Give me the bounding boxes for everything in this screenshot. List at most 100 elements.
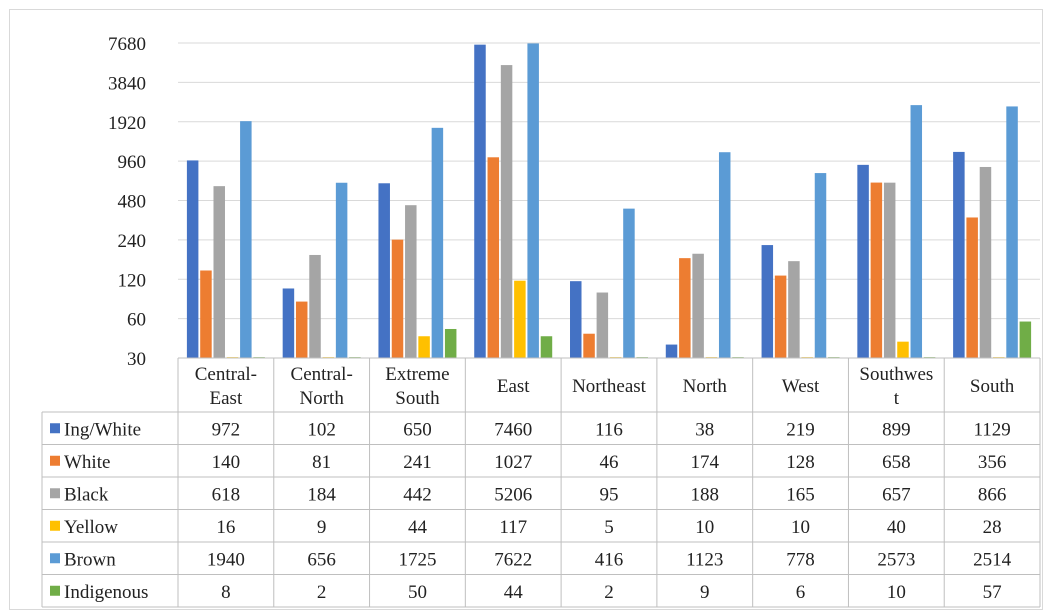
table-cell-brown-north: 1123 <box>686 549 723 570</box>
table-cell-black-extremesouth: 442 <box>403 484 432 505</box>
bar-brown-central-north <box>335 182 348 358</box>
table-cell-white-south: 356 <box>978 452 1007 473</box>
category-label-central-east-line-1: East <box>210 388 243 409</box>
category-label-east: East <box>497 376 530 397</box>
table-cell-white-central-north: 81 <box>312 452 331 473</box>
table-cell-black-east: 5206 <box>494 484 532 505</box>
table-cell-yellow-central-east: 16 <box>216 517 235 538</box>
legend-key-brown <box>50 553 60 564</box>
bar-brown-northeast <box>623 208 635 358</box>
table-cell-ing-white-northeast: 116 <box>595 419 623 440</box>
bar-white-central-north <box>295 301 308 358</box>
table-cell-white-extremesouth: 241 <box>403 452 432 473</box>
y-tick-label-480: 480 <box>118 192 147 213</box>
table-cell-ing-white-west: 219 <box>786 419 815 440</box>
table-cell-yellow-south: 28 <box>983 517 1002 538</box>
bar-indigenous-east <box>540 336 553 358</box>
table-cell-yellow-northeast: 5 <box>604 517 614 538</box>
bar-brown-south <box>1006 106 1018 358</box>
bar-black-west <box>788 261 800 358</box>
y-tick-label-3840: 3840 <box>108 73 146 94</box>
table-cell-brown-southwest: 2573 <box>877 549 915 570</box>
table-cell-yellow-extremesouth: 44 <box>408 517 428 538</box>
bar-ing-white-extremesouth <box>378 183 390 358</box>
bar-black-extremesouth <box>405 205 417 358</box>
table-cell-ing-white-southwest: 899 <box>882 419 911 440</box>
category-label-extremesouth-line-0: Extreme <box>385 364 449 385</box>
category-label-west: West <box>782 376 820 397</box>
bar-black-south <box>979 166 992 358</box>
bar-black-central-north <box>309 254 321 358</box>
category-label-extremesouth-line-1: South <box>395 388 440 409</box>
bar-yellow-southwest <box>897 341 909 358</box>
bar-black-east <box>500 65 513 358</box>
table-cell-black-north: 188 <box>691 484 720 505</box>
bar-ing-white-northeast <box>570 281 582 358</box>
bar-white-south <box>966 217 978 358</box>
table-cell-white-north: 174 <box>691 452 720 473</box>
category-label-southwest-line-0: Southwes <box>859 364 933 385</box>
category-label-north: North <box>683 376 728 397</box>
bar-brown-east <box>527 43 539 358</box>
bar-ing-white-southwest <box>857 164 869 358</box>
table-cell-brown-east: 7622 <box>494 549 532 570</box>
legend-label-brown: Brown <box>64 549 116 570</box>
category-label-northeast: Northeast <box>572 376 647 397</box>
table-cell-brown-northeast: 416 <box>595 549 624 570</box>
y-tick-label-30: 30 <box>127 349 146 370</box>
bar-white-central-east <box>200 270 212 358</box>
y-tick-label-1920: 1920 <box>108 113 146 134</box>
table-cell-yellow-central-north: 9 <box>317 517 327 538</box>
table-cell-white-west: 128 <box>786 452 815 473</box>
table-cell-black-west: 165 <box>786 484 815 505</box>
bar-indigenous-extremesouth <box>444 328 457 358</box>
bar-ing-white-central-east <box>186 160 199 358</box>
legend-label-yellow: Yellow <box>64 517 118 538</box>
legend-label-ing-white: Ing/White <box>64 419 141 440</box>
bar-white-north <box>679 258 691 358</box>
table-cell-indigenous-west: 6 <box>796 582 806 603</box>
table-cell-yellow-east: 117 <box>499 517 527 538</box>
legend-key-black <box>50 488 60 499</box>
table-cell-indigenous-central-east: 8 <box>221 582 231 603</box>
bar-brown-west <box>814 173 827 358</box>
bar-ing-white-south <box>953 151 965 358</box>
legend-key-yellow <box>50 520 60 531</box>
table-cell-black-southwest: 657 <box>882 484 911 505</box>
bar-brown-north <box>718 152 731 358</box>
table-cell-indigenous-central-north: 2 <box>317 582 327 603</box>
table-cell-ing-white-central-north: 102 <box>307 419 336 440</box>
table-cell-ing-white-extremesouth: 650 <box>403 419 432 440</box>
category-label-south: South <box>970 376 1015 397</box>
table-cell-indigenous-north: 9 <box>700 582 710 603</box>
table-cell-ing-white-north: 38 <box>695 419 714 440</box>
bar-yellow-extremesouth <box>418 336 430 358</box>
legend-label-white: White <box>64 452 110 473</box>
bar-indigenous-south <box>1019 321 1032 358</box>
legend-key-ing-white <box>50 423 60 434</box>
bar-ing-white-east <box>474 44 486 358</box>
table-cell-black-central-north: 184 <box>307 484 336 505</box>
bar-black-northeast <box>596 292 609 358</box>
bar-brown-extremesouth <box>431 127 444 358</box>
y-tick-label-240: 240 <box>118 231 147 252</box>
table-cell-black-south: 866 <box>978 484 1007 505</box>
bar-white-east <box>487 157 500 358</box>
category-label-central-north-line-1: North <box>300 388 345 409</box>
table-cell-ing-white-south: 1129 <box>973 419 1010 440</box>
y-tick-label-960: 960 <box>118 152 147 173</box>
category-label-southwest-line-1: t <box>894 388 900 409</box>
table-cell-indigenous-south: 57 <box>983 582 1002 603</box>
bar-brown-central-east <box>240 121 252 358</box>
bar-white-northeast <box>583 333 595 358</box>
table-cell-brown-central-north: 656 <box>307 549 336 570</box>
bar-black-north <box>692 253 704 358</box>
table-cell-indigenous-southwest: 10 <box>887 582 906 603</box>
table-cell-brown-south: 2514 <box>973 549 1012 570</box>
table-cell-white-central-east: 140 <box>212 452 241 473</box>
table-cell-yellow-southwest: 40 <box>887 517 906 538</box>
y-tick-label-60: 60 <box>127 310 146 331</box>
bar-ing-white-central-north <box>282 288 295 358</box>
table-cell-yellow-north: 10 <box>695 517 714 538</box>
